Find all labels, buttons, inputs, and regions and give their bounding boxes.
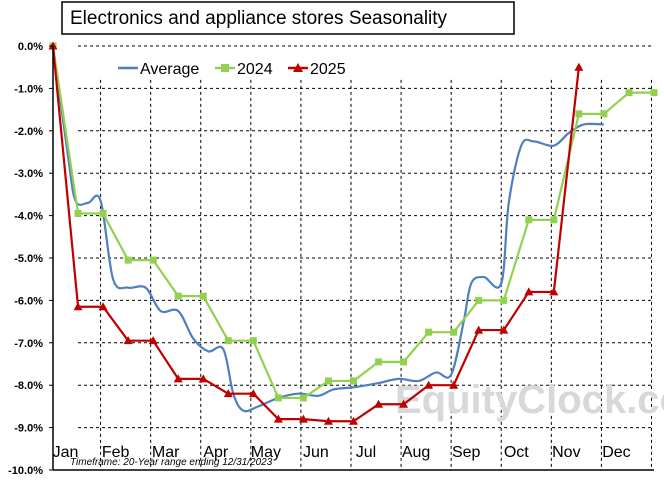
data-point-s2025 (449, 380, 459, 389)
series-line-s2024 (51, 45, 654, 400)
data-point-s2025 (524, 287, 534, 296)
title-box: Electronics and appliance stores Seasona… (61, 1, 515, 35)
data-point-s2025 (374, 399, 384, 408)
month-label-jan: Jan (53, 444, 79, 461)
data-point-s2025 (198, 374, 208, 383)
y-tick-label: -8.0% (14, 380, 43, 392)
y-tick-label: -4.0% (14, 211, 43, 223)
month-label-sep: Sep (452, 444, 481, 461)
y-tick-label: -7.0% (14, 338, 43, 350)
data-point-s2025 (574, 62, 584, 71)
series-average (51, 45, 604, 413)
data-point-s2024 (525, 216, 533, 224)
legend-label-s2025: 2025 (310, 61, 346, 78)
data-point-s2024 (375, 358, 383, 366)
month-label-feb: Feb (102, 444, 130, 461)
data-point-s2025 (323, 416, 333, 425)
series-s2025 (48, 41, 584, 425)
data-point-s2024 (324, 377, 332, 385)
data-point-s2024 (625, 89, 633, 97)
legend-item-average: Average (118, 61, 199, 78)
data-point-s2024 (99, 209, 107, 217)
month-label-aug: Aug (402, 444, 430, 461)
data-point-s2025 (273, 414, 283, 423)
data-point-s2024 (249, 337, 257, 345)
month-label-jul: Jul (356, 444, 376, 461)
data-point-s2024 (149, 256, 157, 264)
legend-item-s2025: 2025 (288, 61, 346, 78)
data-point-s2024 (199, 292, 207, 300)
title-frame (61, 1, 515, 35)
month-label-apr: Apr (203, 444, 229, 461)
legend: Average 2024 2025 (118, 61, 346, 78)
data-point-s2024 (124, 256, 132, 264)
data-point-s2024 (550, 216, 558, 224)
data-point-s2025 (148, 336, 158, 345)
legend-label-average: Average (140, 61, 199, 78)
y-tick-label: -2.0% (14, 126, 43, 138)
month-label-nov: Nov (552, 444, 580, 461)
data-point-s2024 (475, 296, 483, 304)
data-point-s2024 (174, 292, 182, 300)
axes (49, 45, 654, 471)
data-point-s2024 (575, 110, 583, 118)
legend-marker-s2024 (221, 64, 229, 72)
month-labels: Jan Feb Mar Apr May Jun Jul Aug Sep Oct Nov Dec (53, 444, 631, 461)
month-label-oct: Oct (504, 444, 529, 461)
y-tick-label: -9.0% (14, 423, 43, 435)
series-line-s2025 (51, 45, 580, 423)
data-point-s2025 (123, 336, 133, 345)
series-s2024 (49, 42, 658, 402)
data-point-s2024 (224, 337, 232, 345)
timeframe-footnote: Timeframe: 20-Year range ending 12/31/20… (70, 457, 273, 468)
data-point-s2024 (299, 394, 307, 402)
legend-marker-s2025 (293, 63, 303, 72)
data-point-s2025 (499, 325, 509, 334)
data-point-s2025 (399, 399, 409, 408)
y-tick-label: -10.0% (8, 465, 43, 477)
legend-label-s2024: 2024 (237, 61, 273, 78)
data-point-s2025 (298, 414, 308, 423)
data-point-s2025 (474, 325, 484, 334)
data-point-s2024 (74, 209, 82, 217)
data-point-s2025 (73, 302, 83, 311)
data-point-s2025 (549, 287, 559, 296)
month-label-may: May (251, 444, 281, 461)
data-point-s2024 (650, 89, 658, 97)
chart-title: Electronics and appliance stores Seasona… (70, 8, 448, 29)
data-point-s2024 (500, 296, 508, 304)
data-point-s2025 (173, 374, 183, 383)
y-tick-label: 0.0% (18, 41, 43, 53)
data-point-s2024 (450, 328, 458, 336)
data-point-s2024 (425, 328, 433, 336)
y-tick-label: -1.0% (14, 83, 43, 95)
y-tick-labels: 0.0% -1.0% -2.0% -3.0% -4.0% -5.0% -6.0% -7.0% -… (8, 41, 43, 477)
month-label-jun: Jun (303, 444, 329, 461)
data-point-s2024 (600, 110, 608, 118)
legend-item-s2024: 2024 (215, 61, 273, 78)
data-point-s2025 (223, 389, 233, 398)
data-point-s2025 (349, 416, 358, 425)
data-point-s2024 (400, 358, 408, 366)
series-line-average (51, 45, 604, 413)
series-lines (48, 41, 658, 425)
data-point-s2024 (274, 394, 282, 402)
y-tick-label: -6.0% (14, 295, 43, 307)
y-tick-label: -5.0% (14, 253, 43, 265)
month-label-dec: Dec (602, 444, 630, 461)
month-label-mar: Mar (152, 444, 180, 461)
data-point-s2025 (98, 302, 108, 311)
y-tick-label: -3.0% (14, 168, 43, 180)
data-point-s2025 (248, 389, 258, 398)
data-point-s2024 (350, 377, 357, 385)
data-point-s2025 (424, 380, 434, 389)
